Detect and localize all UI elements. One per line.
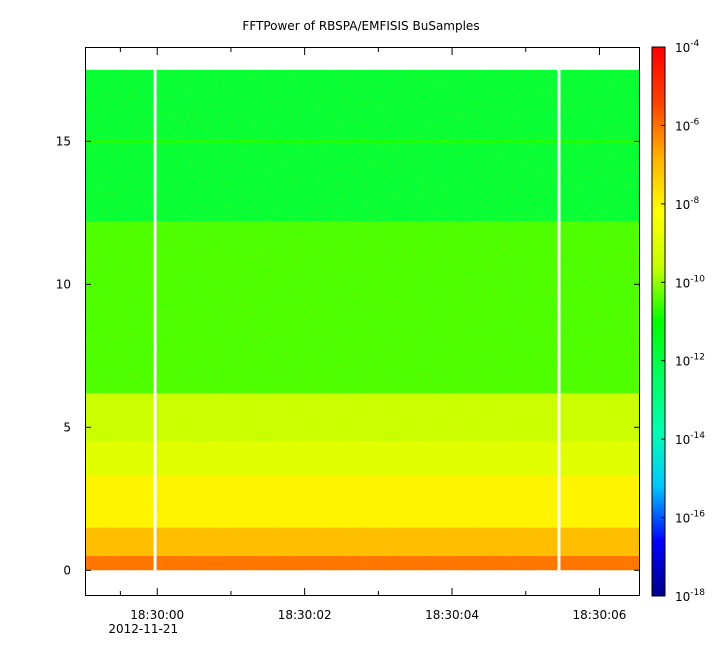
colorbar-tick-label: 10-16 — [675, 510, 705, 526]
colorbar-tick-exponent: -16 — [690, 510, 705, 520]
plot-area — [85, 47, 640, 596]
colorbar-tick-base: 10 — [675, 276, 690, 290]
colorbar-tick-base: 10 — [675, 433, 690, 447]
colorbar-tick-label: 10-6 — [675, 117, 700, 133]
chart-title: FFTPower of RBSPA/EMFISIS BuSamples — [242, 19, 479, 33]
spectrogram-noise-texture — [86, 69, 639, 571]
y-tick-label: 15 — [56, 134, 71, 148]
x-tick-label: 18:30:06 — [573, 608, 627, 622]
colorbar-tick-base: 10 — [675, 355, 690, 369]
y-tick-label: 10 — [56, 277, 71, 291]
colorbar-tick-base: 10 — [675, 590, 690, 604]
data-gap-1 — [557, 69, 561, 571]
data-gap-0 — [153, 69, 157, 571]
colorbar-tick-label: 10-18 — [675, 588, 705, 604]
colorbar-tick-exponent: -10 — [690, 274, 705, 284]
x-tick-label: 18:30:02 — [278, 608, 332, 622]
colorbar-tick-label: 10-10 — [675, 274, 705, 290]
colorbar-tick-base: 10 — [675, 119, 690, 133]
y-tick-label: 0 — [63, 563, 71, 577]
colorbar-gradient — [651, 46, 666, 597]
y-tick-label: 5 — [63, 420, 71, 434]
colorbar-tick-base: 10 — [675, 512, 690, 526]
colorbar-tick-exponent: -18 — [690, 588, 705, 598]
x-axis: 2012-11-21 18:30:00 18:30:02 18:30:04 18:30… — [108, 47, 626, 636]
colorbar-tick-exponent: -14 — [690, 431, 705, 441]
colorbar-tick-exponent: -8 — [690, 196, 699, 206]
colorbar-tick-label: 10-8 — [675, 196, 700, 212]
x-tick-label: 18:30:00 — [130, 608, 184, 622]
colorbar-tick-label: 10-12 — [675, 353, 705, 369]
data-gaps — [153, 69, 561, 571]
colorbar-tick-label: 10-4 — [675, 39, 700, 55]
colorbar-tick-exponent: -6 — [690, 117, 699, 127]
x-axis-date-label: 2012-11-21 — [108, 622, 178, 636]
x-tick-label: 18:30:04 — [425, 608, 479, 622]
colorbar-tick-exponent: -4 — [690, 39, 699, 49]
colorbar-tick-exponent: -12 — [690, 353, 705, 363]
y-axis: 0 5 10 15 — [56, 134, 640, 577]
colorbar-tick-label: 10-14 — [675, 431, 705, 447]
colorbar-tick-base: 10 — [675, 41, 690, 55]
colorbar-tick-base: 10 — [675, 198, 690, 212]
plot-frame — [85, 47, 640, 596]
